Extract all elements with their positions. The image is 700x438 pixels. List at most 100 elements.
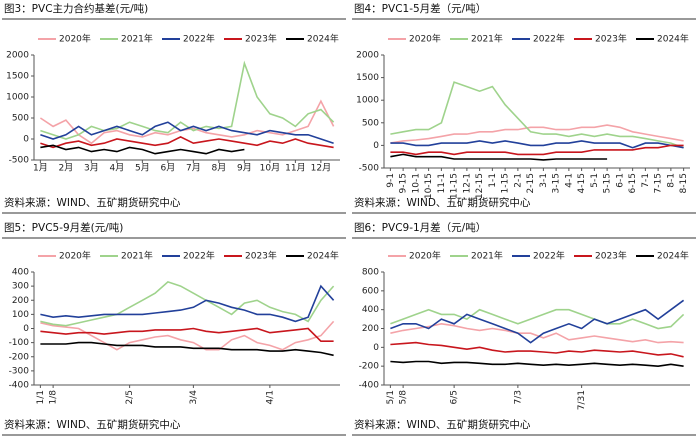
y-tick-label: 2000 — [6, 51, 29, 61]
x-tick-label: 8-15 — [679, 173, 689, 193]
series-line — [390, 153, 608, 161]
legend-label: 2023年 — [245, 250, 277, 262]
y-tick-label: 600 — [362, 286, 379, 296]
legend-label: 2021年 — [121, 33, 153, 45]
series-line — [40, 320, 335, 351]
y-tick-label: -300 — [9, 366, 30, 376]
legend-label: 2021年 — [121, 250, 153, 262]
x-tick-label: 5/8 — [399, 390, 409, 405]
x-tick-label: 5-15 — [603, 173, 613, 193]
x-tick-label: 10-1 — [411, 173, 421, 193]
x-tick-label: 6-1 — [615, 173, 625, 188]
x-tick-label: 5/1 — [386, 390, 396, 404]
x-tick-label: 11月 — [285, 163, 305, 174]
series-line — [390, 81, 684, 149]
y-tick-label: 1500 — [6, 72, 29, 82]
legend-label: 2020年 — [59, 250, 91, 262]
x-tick-label: 9-1 — [386, 173, 396, 188]
x-tick-label: 3-1 — [539, 173, 549, 188]
source-note: 资料来源：WIND、五矿期货研究中心 — [354, 196, 531, 209]
series-line — [40, 341, 334, 357]
y-tick-label: 300 — [12, 282, 29, 292]
series-line — [390, 308, 685, 330]
x-tick-label: 7/31 — [577, 390, 587, 410]
legend-label: 2021年 — [471, 33, 503, 45]
chart-title: 图6：PVC9-1月差（元/吨） — [354, 221, 486, 234]
chart-panel: 图6：PVC9-1月差（元/吨） 资料来源：WIND、五矿期货研究中心 2020年 2… — [352, 221, 696, 436]
y-tick-label: 0 — [373, 141, 379, 151]
y-tick-label: 400 — [362, 305, 379, 315]
chart-panel: 图4：PVC1-5月差（元/吨） 资料来源：WIND、五矿期货研究中心 2020年 2… — [352, 2, 696, 214]
x-tick-label: 5月 — [135, 163, 150, 174]
series-line — [40, 280, 335, 327]
x-tick-label: 7-15 — [654, 173, 664, 193]
y-tick-label: 1500 — [356, 73, 379, 83]
series-line — [390, 124, 684, 144]
series-line — [390, 322, 684, 344]
y-tick-label: 800 — [362, 268, 379, 278]
y-tick-label: -100 — [9, 338, 30, 348]
y-tick-label: -500 — [9, 156, 30, 166]
y-tick-label: -200 — [359, 362, 380, 372]
y-tick-label: 500 — [362, 118, 379, 128]
x-tick-label: 4月 — [110, 163, 125, 174]
legend-label: 2020年 — [59, 33, 91, 45]
series-line — [390, 299, 685, 344]
legend-label: 2024年 — [657, 33, 689, 45]
x-tick-label: 3-15 — [552, 173, 562, 193]
y-tick-label: -400 — [359, 381, 380, 391]
series-line — [40, 60, 335, 140]
x-tick-label: 8-1 — [666, 173, 676, 188]
x-tick-label: 7/3 — [513, 390, 523, 404]
x-tick-label: 1-1 — [488, 173, 498, 188]
series-line — [40, 144, 245, 155]
x-tick-label: 1-15 — [501, 173, 511, 193]
source-note: 资料来源：WIND、五矿期货研究中心 — [354, 418, 531, 431]
legend-label: 2023年 — [595, 33, 627, 45]
x-tick-label: 4/1 — [265, 390, 275, 404]
series-line — [40, 136, 334, 149]
x-tick-label: 7月 — [186, 163, 201, 174]
x-tick-label: 4-15 — [577, 173, 587, 193]
x-tick-label: 1月 — [33, 163, 48, 174]
series-line — [39, 99, 335, 145]
y-tick-label: 0 — [23, 135, 29, 145]
series-line — [390, 360, 684, 368]
legend-label: 2021年 — [471, 250, 503, 262]
legend-label: 2022年 — [533, 33, 565, 45]
chart-title: 图3：PVC主力合约基差(元/吨) — [4, 2, 148, 15]
x-tick-label: 2/5 — [125, 390, 135, 404]
x-tick-label: 8月 — [212, 163, 227, 174]
legend-label: 2022年 — [183, 250, 215, 262]
legend-label: 2022年 — [183, 33, 215, 45]
x-tick-label: 9月 — [237, 163, 252, 174]
x-tick-label: 6月 — [161, 163, 176, 174]
x-tick-label: 1/8 — [49, 390, 59, 405]
x-tick-label: 7-1 — [641, 173, 651, 188]
series-line — [40, 284, 335, 323]
x-tick-label: 2-15 — [526, 173, 536, 193]
series-line — [390, 140, 684, 149]
y-tick-label: 200 — [362, 324, 379, 334]
x-tick-label: 10月 — [260, 163, 280, 174]
x-tick-label: 12-1 — [462, 173, 472, 193]
legend-label: 2020年 — [409, 33, 441, 45]
legend-label: 2020年 — [409, 250, 441, 262]
x-tick-label: 4-1 — [564, 173, 574, 188]
y-tick-label: 500 — [12, 114, 29, 124]
source-note: 资料来源：WIND、五矿期货研究中心 — [4, 196, 181, 209]
y-tick-label: -400 — [9, 381, 30, 391]
y-tick-label: 0 — [373, 343, 379, 353]
legend-label: 2023年 — [245, 33, 277, 45]
y-tick-label: -500 — [359, 164, 380, 174]
x-tick-label: 3月 — [84, 163, 99, 174]
y-tick-label: 400 — [12, 268, 29, 278]
x-tick-label: 10-15 — [424, 173, 434, 199]
y-tick-label: 100 — [12, 310, 29, 320]
y-tick-label: 0 — [23, 324, 29, 334]
y-tick-label: 1000 — [6, 93, 29, 103]
y-tick-label: 200 — [12, 296, 29, 306]
chart-title: 图4：PVC1-5月差（元/吨） — [354, 2, 486, 15]
legend-label: 2024年 — [307, 250, 339, 262]
